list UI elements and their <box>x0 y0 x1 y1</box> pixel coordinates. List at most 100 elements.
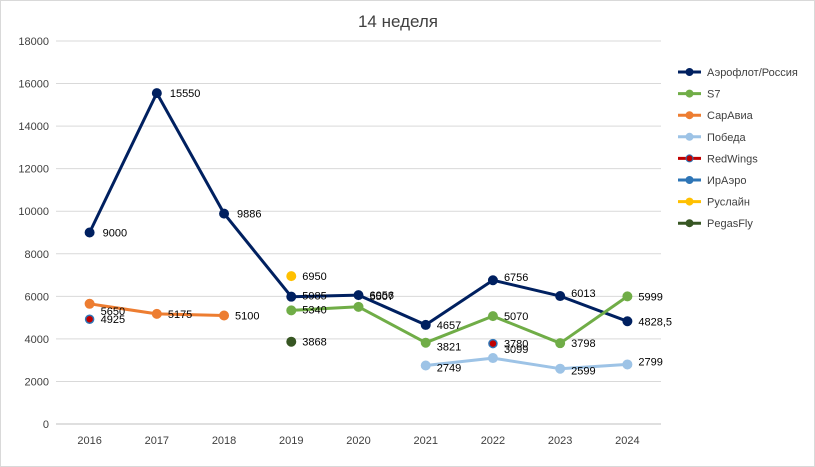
series-line <box>289 294 629 345</box>
data-point <box>286 336 297 347</box>
data-point <box>487 275 498 286</box>
legend-marker <box>685 154 694 163</box>
data-label: 2749 <box>437 363 461 375</box>
x-tick-label: 2024 <box>615 435 639 447</box>
chart-title: 14 неделя <box>358 12 438 31</box>
data-label: 5985 <box>302 291 326 303</box>
legend-marker <box>685 89 694 98</box>
data-label: 5650 <box>101 306 125 318</box>
data-point <box>219 310 230 321</box>
x-tick-label: 2018 <box>212 435 236 447</box>
data-label: 3798 <box>571 338 595 350</box>
legend-item: СарАвиа <box>678 110 754 122</box>
y-tick-label: 18000 <box>18 36 49 48</box>
data-label: 9886 <box>237 209 261 221</box>
y-tick-label: 16000 <box>18 79 49 91</box>
data-point <box>622 359 633 370</box>
data-label: 5999 <box>638 291 662 303</box>
legend-label: Аэрофлот/Россия <box>707 67 798 79</box>
data-point <box>420 319 431 330</box>
data-label: 5340 <box>302 304 326 316</box>
legend-label: RedWings <box>707 153 758 165</box>
y-tick-label: 6000 <box>25 291 49 303</box>
legend-label: Победа <box>707 132 746 144</box>
series-6 <box>286 271 297 282</box>
data-label: 4925 <box>101 314 125 326</box>
data-label: 2799 <box>638 356 662 368</box>
y-tick-label: 0 <box>43 419 49 431</box>
legend-item: Победа <box>678 132 746 144</box>
data-point <box>84 227 95 238</box>
data-label: 3868 <box>302 337 326 349</box>
legend: Аэрофлот/Россия S7 СарАвиа Победа RedWings Ир… <box>678 67 798 230</box>
series-7 <box>286 336 297 347</box>
y-tick-label: 12000 <box>18 164 49 176</box>
data-point <box>622 291 633 302</box>
legend-item: RedWings <box>678 153 758 165</box>
data-point <box>487 311 498 322</box>
data-point <box>420 337 431 348</box>
gridlines <box>56 40 661 425</box>
data-point <box>353 301 364 312</box>
data-label: 4657 <box>437 320 461 332</box>
data-point <box>353 290 364 301</box>
data-point <box>622 316 633 327</box>
legend-item: ИрАэро <box>678 175 746 187</box>
data-point <box>84 314 95 324</box>
series-0 <box>84 88 633 330</box>
data-point <box>151 308 162 319</box>
data-label: 6756 <box>504 272 528 284</box>
legend-item: S7 <box>678 89 720 101</box>
data-label: 5175 <box>168 309 192 321</box>
legend-marker <box>685 197 694 206</box>
data-point <box>487 353 498 364</box>
data-label: 5100 <box>235 310 259 322</box>
legend-marker <box>685 219 694 228</box>
data-label: 15550 <box>170 88 201 100</box>
legend-marker <box>685 176 694 184</box>
y-tick-label: 2000 <box>25 376 49 388</box>
legend-label: S7 <box>707 89 720 101</box>
data-label: 3821 <box>437 342 461 354</box>
series-line <box>88 91 629 327</box>
data-point <box>84 298 95 309</box>
y-tick-label: 8000 <box>25 249 49 261</box>
y-tick-label: 14000 <box>18 121 49 133</box>
legend-label: ИрАэро <box>707 175 746 187</box>
y-axis: 0 2000 4000 6000 8000 10000 12000 14000 16000 180… <box>18 36 49 431</box>
x-tick-label: 2016 <box>77 435 101 447</box>
data-point <box>555 363 566 374</box>
data-label: 6950 <box>302 271 326 283</box>
data-label: 2599 <box>571 366 595 378</box>
data-point <box>488 338 498 349</box>
series-2 <box>84 298 230 321</box>
data-label: 6013 <box>571 288 595 300</box>
data-point <box>286 305 297 316</box>
series-1 <box>286 291 633 349</box>
x-tick-label: 2021 <box>413 435 437 447</box>
legend-label: Руслайн <box>707 197 750 209</box>
x-tick-label: 2020 <box>346 435 370 447</box>
series-line <box>424 356 629 371</box>
data-label: 5070 <box>504 311 528 323</box>
data-point <box>420 360 431 371</box>
x-tick-label: 2022 <box>481 435 505 447</box>
data-point <box>286 291 297 302</box>
x-tick-label: 2017 <box>145 435 169 447</box>
legend-label: PegasFly <box>707 218 753 230</box>
plot-area <box>84 88 633 374</box>
data-point <box>555 291 566 302</box>
data-label: 5507 <box>370 291 394 303</box>
y-tick-label: 10000 <box>18 206 49 218</box>
data-label: 3099 <box>504 344 528 356</box>
series-4 <box>84 314 498 349</box>
x-tick-label: 2023 <box>548 435 572 447</box>
y-tick-label: 4000 <box>25 334 49 346</box>
data-label: 3780 <box>504 339 528 351</box>
series-3 <box>420 353 633 374</box>
legend-item: Аэрофлот/Россия <box>678 67 798 79</box>
legend-marker <box>685 111 694 120</box>
data-point <box>286 271 297 282</box>
data-label: 6056 <box>370 290 394 302</box>
